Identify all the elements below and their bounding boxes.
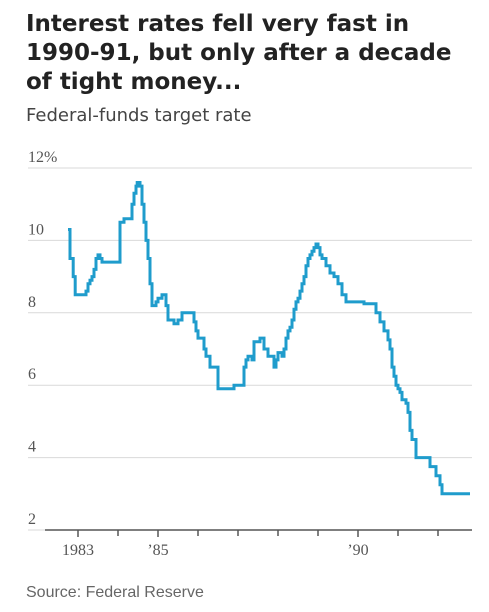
series-line	[68, 181, 470, 496]
chart-area: 12% 10 8 6 4 2 1983 ’85 ’90	[0, 140, 489, 580]
series-layer	[68, 181, 470, 496]
source-note: Source: Federal Reserve	[26, 584, 204, 601]
line-chart: 12% 10 8 6 4 2 1983 ’85 ’90	[28, 149, 472, 559]
y-tick-label: 10	[28, 221, 44, 238]
x-axis: 1983 ’85 ’90	[45, 529, 472, 559]
x-tick-label: ’90	[347, 542, 368, 559]
y-tick-label: 2	[28, 511, 36, 528]
y-tick-label: 12%	[28, 149, 57, 166]
x-tick-label: 1983	[62, 542, 94, 559]
y-tick-label: 8	[28, 294, 36, 311]
chart-title: Interest rates fell very fast in 1990-91…	[26, 11, 452, 95]
x-tick-label: ’85	[147, 542, 168, 559]
y-tick-label: 4	[28, 439, 36, 456]
grid-lines	[28, 167, 472, 531]
y-tick-label: 6	[28, 366, 36, 383]
chart-subtitle: Federal-funds target rate	[26, 105, 252, 126]
y-axis-labels: 12% 10 8 6 4 2	[28, 149, 57, 528]
